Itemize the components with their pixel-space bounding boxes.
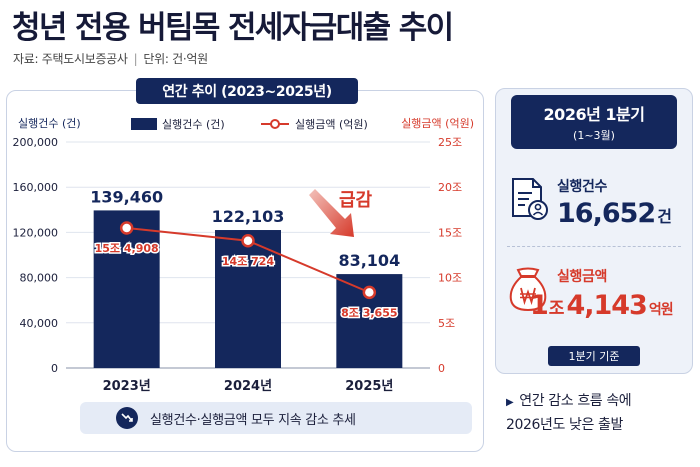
decline-annotation: 급감 bbox=[339, 190, 373, 211]
card-divider bbox=[507, 246, 681, 247]
bar-value-label: 122,103 bbox=[212, 207, 285, 226]
bar bbox=[93, 210, 160, 368]
right-axis-title: 실행금액 (억원) bbox=[401, 117, 474, 130]
unit-text: 단위: 건·억원 bbox=[143, 52, 208, 66]
amount-jo-number: 1 bbox=[530, 290, 549, 321]
amount-value: 1조 4,143 억원 bbox=[530, 290, 674, 321]
bar-value-label: 83,104 bbox=[338, 251, 400, 270]
amount-value-label: 14조 724 bbox=[222, 255, 275, 268]
left-tick-label: 40,000 bbox=[20, 317, 59, 330]
amount-rest-number: 4,143 bbox=[566, 290, 647, 321]
range-label: 연간 추이 (2023~2025년) bbox=[136, 78, 358, 104]
count-number: 16,652 bbox=[557, 198, 656, 229]
amount-marker bbox=[362, 285, 377, 300]
right-tick-label: 5조 bbox=[438, 317, 455, 330]
left-axis-title: 실행건수 (건) bbox=[18, 117, 81, 130]
amount-marker bbox=[241, 234, 255, 248]
trend-summary-bar: 실행건수·실행금액 모두 지속 감소 추세 bbox=[80, 402, 472, 434]
legend-bar-swatch bbox=[131, 118, 157, 130]
left-tick-label: 80,000 bbox=[20, 272, 59, 285]
right-tick-label: 0 bbox=[438, 362, 445, 375]
right-tick-label: 15조 bbox=[438, 226, 462, 239]
trend-summary-text: 실행건수·실행금액 모두 지속 감소 추세 bbox=[150, 412, 356, 428]
decline-arrow bbox=[309, 189, 354, 237]
amount-jo-unit: 조 bbox=[548, 299, 565, 319]
quarter-basis-tag: 1분기 기준 bbox=[548, 346, 640, 366]
x-tick-label: 2024년 bbox=[224, 379, 272, 394]
money-bag-icon bbox=[509, 267, 547, 312]
source-line: 자료: 주택도시보증공사 | 단위: 건·억원 bbox=[13, 50, 208, 67]
source-text: 자료: 주택도시보증공사 bbox=[13, 52, 128, 66]
x-tick-label: 2025년 bbox=[345, 379, 393, 394]
side-note-line-1: ▶ 연간 감소 흐름 속에 bbox=[506, 390, 632, 414]
quarter-header: 2026년 1분기 (1~3월) bbox=[511, 95, 677, 149]
count-value: 16,652 건 bbox=[557, 198, 672, 229]
amount-value-label: 15조 4,908 bbox=[95, 242, 159, 255]
legend-line-marker bbox=[270, 119, 280, 129]
source-separator: | bbox=[133, 52, 138, 66]
page-title: 청년 전용 버팀목 전세자금대출 추이 bbox=[12, 10, 454, 46]
count-label: 실행건수 bbox=[557, 179, 607, 195]
amount-value-label: 8조 3,655 bbox=[341, 306, 397, 319]
right-tick-label: 10조 bbox=[438, 272, 462, 285]
amount-marker bbox=[119, 221, 134, 235]
play-arrow-icon: ▶ bbox=[506, 397, 514, 408]
bar-value-label: 139,460 bbox=[90, 187, 163, 206]
document-person-icon bbox=[512, 178, 548, 220]
left-tick-label: 120,000 bbox=[13, 226, 59, 239]
count-unit: 건 bbox=[657, 207, 672, 226]
amount-unit: 억원 bbox=[648, 302, 674, 318]
left-tick-label: 200,000 bbox=[13, 136, 59, 149]
quarter-subtitle: (1~3월) bbox=[573, 129, 615, 142]
side-note: ▶ 연간 감소 흐름 속에 2026년도 낮은 출발 bbox=[506, 390, 632, 436]
trend-down-icon bbox=[116, 407, 138, 429]
side-note-text-1: 연간 감소 흐름 속에 bbox=[519, 393, 632, 409]
bar bbox=[215, 230, 281, 368]
right-tick-label: 20조 bbox=[438, 181, 462, 194]
left-tick-label: 160,000 bbox=[13, 181, 59, 194]
right-tick-label: 25조 bbox=[438, 136, 462, 149]
quarter-title: 2026년 1분기 bbox=[543, 105, 645, 124]
legend-bar-label: 실행건수 (건) bbox=[162, 118, 225, 131]
left-tick-label: 0 bbox=[51, 362, 58, 375]
legend-line-label: 실행금액 (억원) bbox=[295, 118, 368, 131]
side-note-line-2: 2026년도 낮은 출발 bbox=[506, 417, 624, 433]
x-tick-label: 2023년 bbox=[103, 379, 151, 394]
amount-label: 실행금액 bbox=[557, 269, 607, 285]
